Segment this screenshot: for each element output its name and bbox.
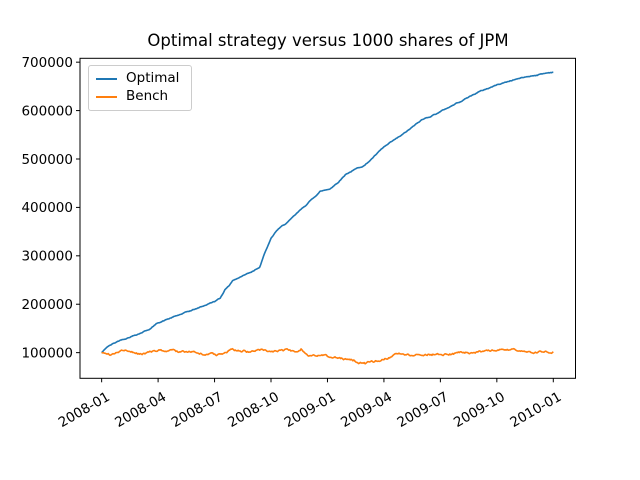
plot-border — [79, 57, 576, 379]
bench-line-swatch — [96, 95, 117, 98]
y-tick-label: 500000 — [21, 152, 73, 168]
y-tick-label: 600000 — [21, 103, 73, 119]
legend: Optimal Bench — [88, 65, 192, 111]
legend-label-bench: Bench — [126, 88, 169, 105]
legend-label-optimal: Optimal — [126, 70, 180, 87]
legend-item-optimal: Optimal — [96, 72, 184, 86]
y-tick-label: 100000 — [21, 345, 73, 361]
x-tick-label: 2009-10 — [451, 389, 508, 431]
x-tick-label: 2008-10 — [225, 389, 282, 431]
x-tick-label: 2008-07 — [169, 389, 226, 431]
y-tick-label: 700000 — [21, 55, 73, 71]
optimal-line — [101, 71, 554, 354]
x-tick-label: 2008-04 — [112, 389, 169, 431]
legend-item-bench: Bench — [96, 90, 184, 104]
x-tick-label: 2009-04 — [338, 389, 395, 431]
x-tick-label: 2009-01 — [282, 389, 339, 431]
y-tick-label: 400000 — [21, 200, 73, 216]
chart-title: Optimal strategy versus 1000 shares of J… — [147, 31, 508, 50]
x-tick-label: 2010-01 — [507, 389, 564, 431]
x-tick-label: 2008-01 — [56, 389, 113, 431]
y-tick-label: 300000 — [21, 249, 73, 265]
x-tick-label: 2009-07 — [395, 389, 452, 431]
y-tick-label: 200000 — [21, 297, 73, 313]
optimal-line-swatch — [96, 78, 117, 81]
bench-line — [101, 347, 554, 365]
